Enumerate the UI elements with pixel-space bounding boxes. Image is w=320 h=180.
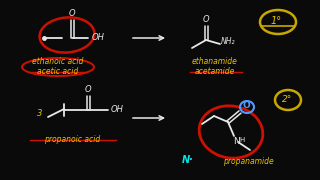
Text: N·: N· (182, 155, 194, 165)
Text: O: O (85, 86, 91, 94)
Text: N: N (233, 136, 239, 145)
Text: acetic acid: acetic acid (37, 68, 79, 76)
Text: NH₂: NH₂ (221, 37, 235, 46)
Text: ethanamide: ethanamide (192, 57, 238, 66)
Text: O: O (69, 10, 75, 19)
Text: ethanoic acid: ethanoic acid (32, 57, 84, 66)
Text: O: O (203, 15, 209, 24)
Text: H: H (239, 137, 244, 143)
Text: O: O (242, 102, 250, 111)
Text: OH: OH (111, 105, 124, 114)
Text: propanoic acid: propanoic acid (44, 136, 100, 145)
Text: 1°: 1° (270, 16, 282, 26)
Text: OH: OH (92, 33, 104, 42)
Text: 2°: 2° (282, 94, 292, 103)
Text: 3: 3 (37, 109, 43, 118)
Text: acetamide: acetamide (195, 68, 235, 76)
Text: propanamide: propanamide (223, 158, 273, 166)
